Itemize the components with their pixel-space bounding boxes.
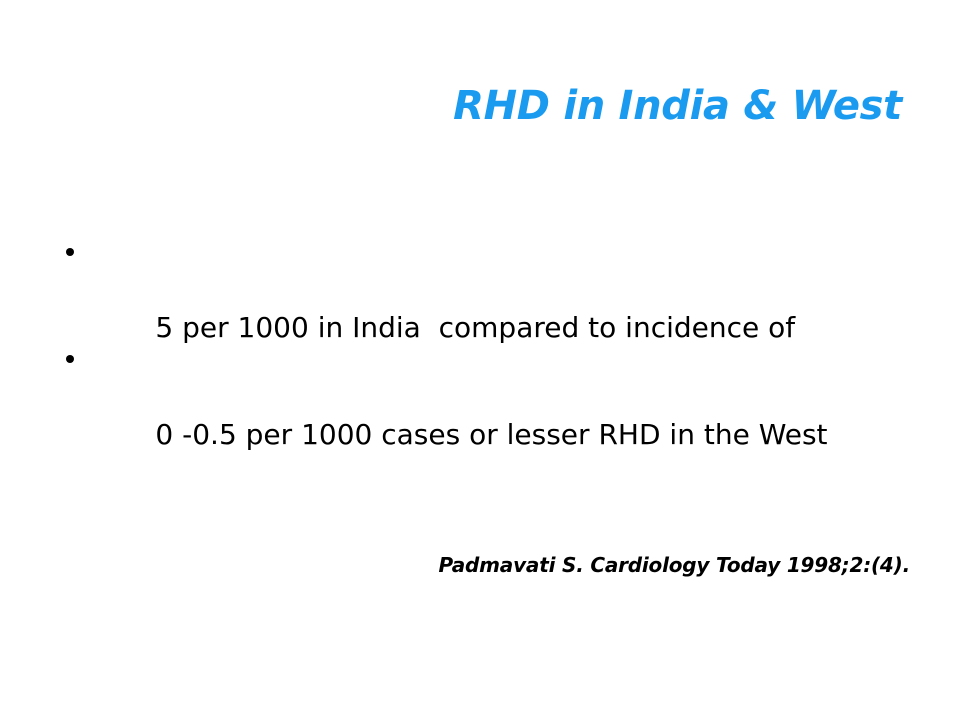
bullet-dot-icon (66, 248, 74, 256)
citation: Padmavati S. Cardiology Today 1998;2:(4)… (438, 553, 911, 577)
bullet-item: 0 -0.5 per 1000 cases or lesser RHD in t… (62, 340, 828, 451)
bullet-item: 5 per 1000 in India compared to incidenc… (62, 233, 828, 344)
bullet-text: 5 per 1000 in India compared to incidenc… (155, 311, 796, 344)
bullet-list: 5 per 1000 in India compared to incidenc… (62, 233, 828, 451)
slide-title: RHD in India & West (453, 83, 902, 129)
bullet-text: 0 -0.5 per 1000 cases or lesser RHD in t… (155, 418, 828, 451)
bullet-dot-icon (66, 355, 74, 363)
